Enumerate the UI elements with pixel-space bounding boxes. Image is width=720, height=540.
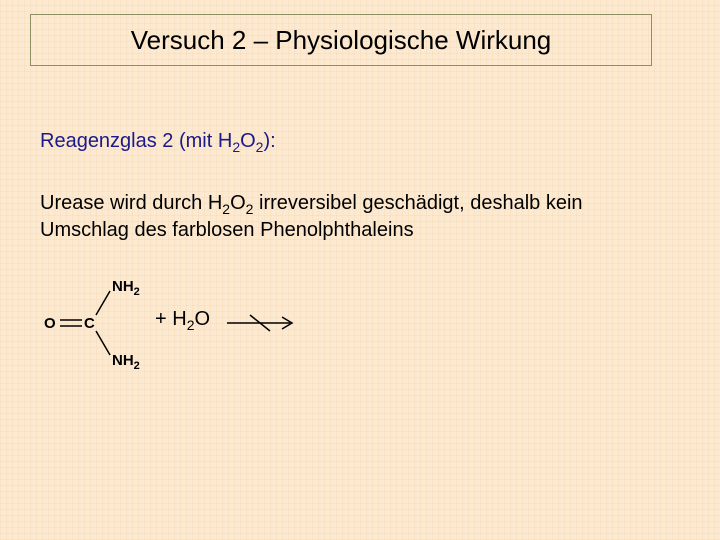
body-line2: Umschlag des farblosen Phenolphthaleins	[40, 219, 414, 241]
slide-title: Versuch 2 – Physiologische Wirkung	[131, 25, 552, 56]
subheading: Reagenzglas 2 (mit H2O2):	[40, 130, 276, 153]
atom-NH2-top-sub: 2	[134, 286, 140, 298]
subhead-text-a: Reagenzglas 2 (mit H	[40, 130, 232, 152]
body-line1-a: Urease wird durch H	[40, 192, 222, 214]
atom-O: O	[44, 315, 56, 332]
svg-text:NH2: NH2	[112, 278, 140, 298]
atom-C: C	[84, 315, 95, 332]
subhead-text-c: ):	[263, 130, 275, 152]
plus-h2o-b: O	[194, 308, 210, 330]
body-line1-b: O	[230, 192, 246, 214]
atom-NH2-bot: NH	[112, 352, 134, 369]
atom-NH2-bot-sub: 2	[134, 360, 140, 372]
body-line1-s1: 2	[222, 201, 230, 217]
atom-NH2-top: NH	[112, 278, 134, 295]
slide-title-box: Versuch 2 – Physiologische Wirkung	[30, 14, 652, 66]
subhead-text-b: O	[240, 130, 256, 152]
plus-h2o-a: + H	[155, 308, 187, 330]
svg-text:NH2: NH2	[112, 352, 140, 372]
body-line1-c: irreversibel geschädigt, deshalb kein	[253, 192, 582, 214]
plus-h2o-text: + H2O	[155, 308, 210, 331]
body-paragraph: Urease wird durch H2O2 irreversibel gesc…	[40, 190, 660, 244]
subhead-sub1: 2	[232, 139, 240, 155]
